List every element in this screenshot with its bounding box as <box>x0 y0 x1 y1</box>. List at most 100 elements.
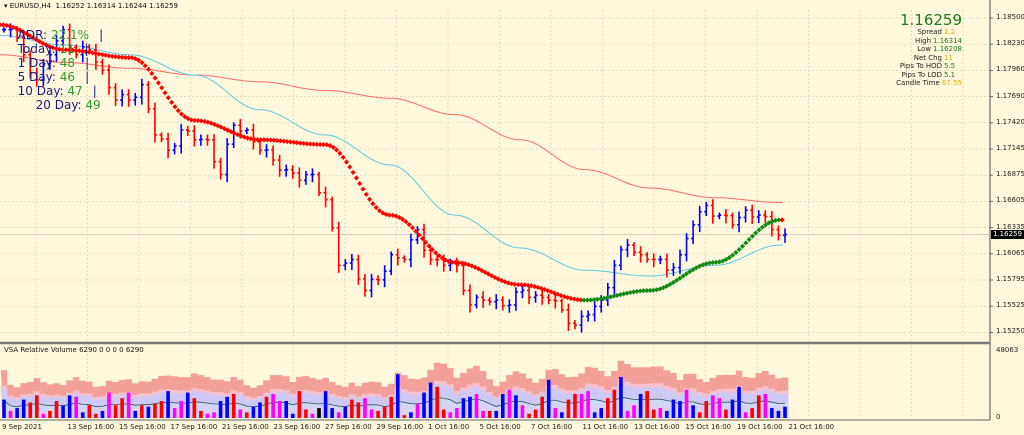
volume-title: VSA Relative Volume 6290 0 0 0 0 6290 <box>4 346 144 354</box>
price-bar <box>513 287 518 311</box>
info-label: Pips To LOD <box>901 70 942 79</box>
price-bar <box>546 294 551 305</box>
trend-dot <box>578 297 584 303</box>
trend-dot <box>459 260 465 266</box>
trend-dot <box>152 75 158 81</box>
price-tick-label: 1.16605 <box>996 196 1024 205</box>
price-bar <box>710 199 715 224</box>
trend-dot <box>683 271 689 277</box>
volume-bar <box>107 392 111 418</box>
volume-bar <box>28 402 33 418</box>
price-bar <box>166 132 171 159</box>
trend-dot <box>162 90 168 96</box>
volume-bar <box>402 415 407 418</box>
price-bar <box>271 145 276 166</box>
price-bar <box>769 211 774 237</box>
volume-bar <box>514 395 518 418</box>
volume-bar <box>8 410 13 418</box>
trend-dot <box>452 259 458 265</box>
price-bar <box>198 134 203 146</box>
price-bar <box>133 92 138 106</box>
volume-bar <box>159 401 164 418</box>
trend-dot <box>116 54 122 60</box>
price-bar <box>47 50 52 70</box>
trend-dot <box>86 49 92 55</box>
volume-bar <box>435 386 439 418</box>
price-bar <box>126 89 131 107</box>
price-bar <box>783 228 787 243</box>
volume-bar <box>783 406 787 418</box>
price-bar <box>579 310 584 333</box>
volume-bar <box>212 412 216 418</box>
volume-bar <box>494 410 499 418</box>
volume-bar <box>264 396 269 418</box>
time-tick-label: 21 Sep 16:00 <box>222 423 269 431</box>
price-tick-label: 1.18500 <box>996 13 1024 21</box>
volume-bar <box>586 391 590 418</box>
volume-bar <box>317 408 321 418</box>
price-bar <box>408 233 413 268</box>
volume-max-label: 48063 <box>996 346 1019 354</box>
volume-bar <box>605 398 610 418</box>
volume-bar <box>638 393 643 418</box>
volume-bar <box>678 401 682 418</box>
trend-dot <box>169 99 175 105</box>
trend-dot <box>739 243 746 249</box>
volume-bar <box>41 413 46 418</box>
trend-dot <box>264 137 270 143</box>
volume-bar <box>422 392 426 418</box>
trend-dot <box>373 205 379 211</box>
volume-bar <box>566 399 571 418</box>
trend-dot <box>644 287 650 294</box>
volume-bar <box>684 389 689 418</box>
price-bar <box>559 298 564 313</box>
price-bar <box>343 259 348 271</box>
price-bar <box>159 132 164 143</box>
trend-dot <box>419 236 425 242</box>
trend-dot <box>594 296 600 302</box>
info-value: 1.16208 <box>933 45 962 53</box>
price-bar <box>776 225 781 241</box>
price-bar <box>704 201 709 217</box>
price-bar <box>41 58 46 87</box>
trend-dot <box>429 247 435 253</box>
volume-bar <box>743 412 748 418</box>
volume-bar <box>271 393 275 418</box>
volume-bar <box>146 406 151 418</box>
adr-bar: ADR: 22.1% | Today: 11 | 1 Day: 48 | 5 Day:… <box>17 28 104 112</box>
info-panel: 1.16259 Spread 1.2 High 1.16314 Low 1.16208 Ne… <box>896 12 962 88</box>
price-bar <box>369 273 374 298</box>
volume-bar <box>304 409 308 418</box>
trend-dot <box>23 31 29 37</box>
volume-bar <box>166 391 170 418</box>
trend-dot <box>439 255 445 261</box>
price-bar <box>520 285 525 299</box>
volume-bar <box>651 409 656 418</box>
price-bar <box>107 64 112 95</box>
trend-dot <box>56 46 62 52</box>
volume-bar <box>369 409 374 418</box>
ohlc-values: 1.16252 1.16314 1.16244 1.16259 <box>55 2 178 10</box>
info-value: 11 <box>944 53 953 62</box>
price-bar <box>618 245 623 271</box>
volume-bar <box>297 391 302 418</box>
volume-bar <box>179 401 184 418</box>
volume-bar <box>717 398 722 418</box>
trend-dot <box>591 297 597 303</box>
volume-bar <box>113 405 118 418</box>
volume-bar <box>428 382 433 418</box>
price-bar <box>218 157 223 180</box>
volume-bar <box>277 401 282 418</box>
price-bar <box>395 248 400 266</box>
price-tick-label: 1.15250 <box>996 327 1024 336</box>
volume-bar <box>546 379 551 418</box>
volume-bar <box>356 402 361 418</box>
time-tick-label: 1 Oct 16:00 <box>428 423 470 431</box>
volume-bar <box>461 398 466 418</box>
trend-dot <box>27 33 33 39</box>
trend-dot <box>426 243 432 249</box>
trend-dot <box>155 80 161 86</box>
volume-bar <box>336 412 341 418</box>
volume-bar <box>770 408 774 418</box>
